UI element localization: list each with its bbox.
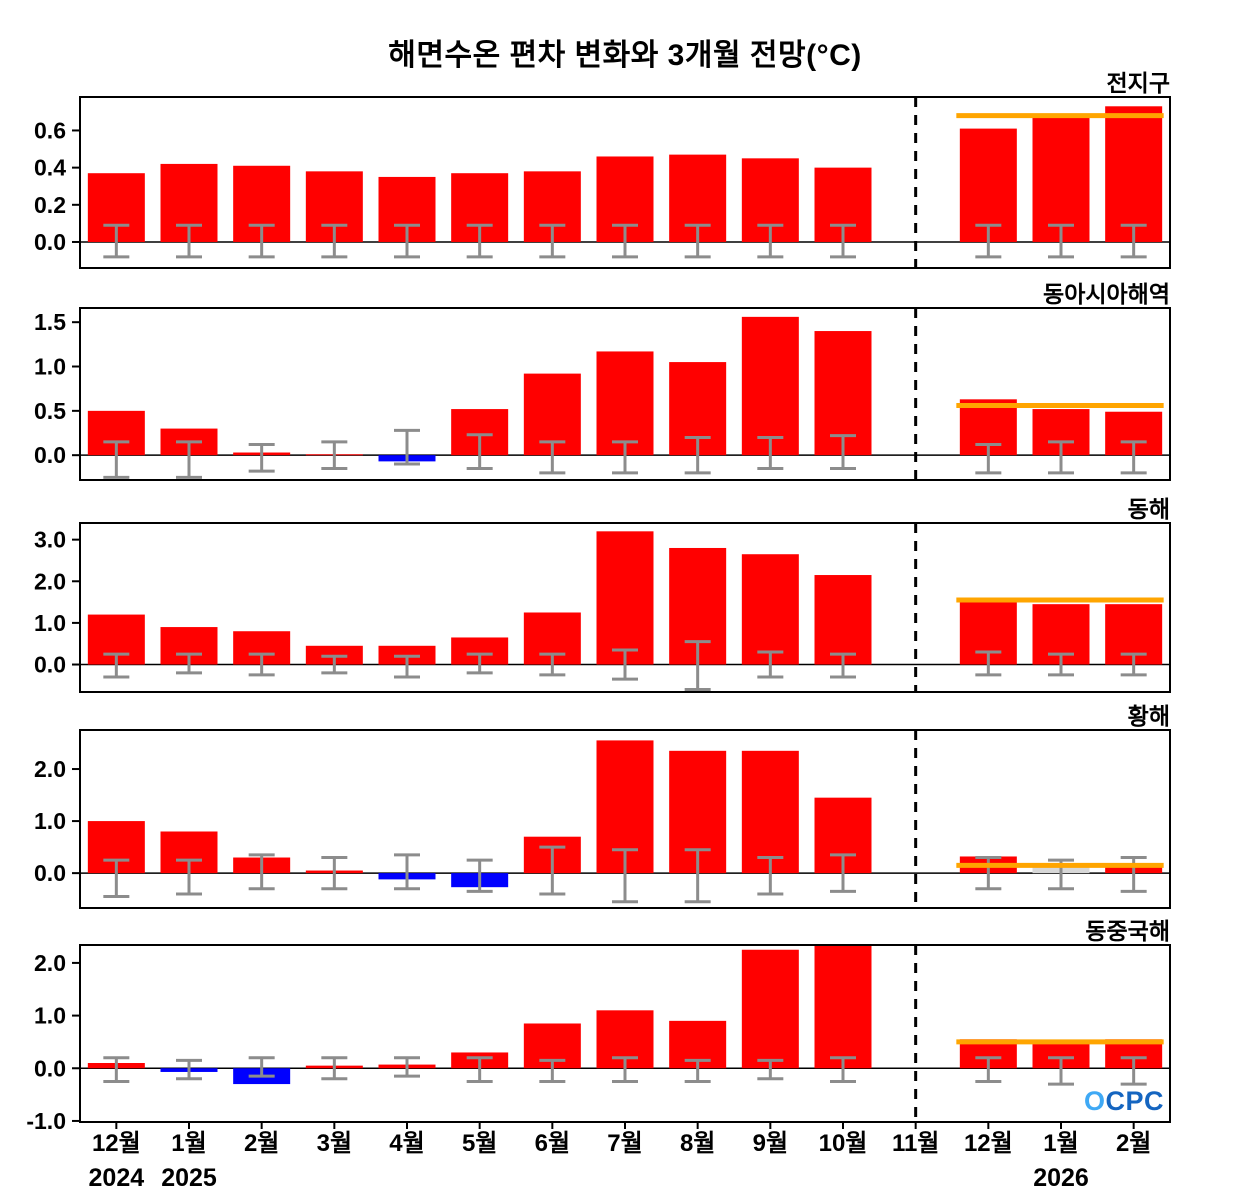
month-label: 6월 <box>535 1130 570 1157</box>
chart-title: 해면수온 편차 변화와 3개월 전망(°C) <box>388 39 862 72</box>
month-label: 7월 <box>607 1130 642 1157</box>
month-label: 2월 <box>1116 1130 1151 1157</box>
panel-border <box>79 522 1171 693</box>
y-tick-label: 2.0 <box>34 950 66 976</box>
y-tick-label: 0.0 <box>34 229 66 255</box>
panel-label-east-china-sea: 동중국해 <box>1085 918 1170 944</box>
y-tick-label: 0.0 <box>34 652 66 678</box>
y-tick-label: 2.0 <box>34 568 66 594</box>
y-tick-label: 0.2 <box>34 192 66 218</box>
bar <box>596 351 654 456</box>
month-label: 4월 <box>389 1130 424 1157</box>
bar <box>741 750 799 874</box>
y-tick-label: 0.5 <box>34 398 66 424</box>
y-tick-label: 0.0 <box>34 860 66 886</box>
bar <box>741 554 799 665</box>
bar <box>1105 106 1163 242</box>
month-label: 10월 <box>819 1130 868 1157</box>
bar <box>741 949 799 1069</box>
month-label: 12월 <box>92 1130 141 1157</box>
month-label: 12월 <box>964 1130 1013 1157</box>
month-label: 2월 <box>244 1130 279 1157</box>
y-tick-label: 1.0 <box>34 354 66 380</box>
ocpc-logo-o: O <box>1084 1086 1106 1116</box>
month-label: 1월 <box>1043 1130 1078 1157</box>
bar <box>814 575 872 665</box>
bar <box>814 945 872 1069</box>
panel-label-east-asia-seas: 동아시아해역 <box>1043 281 1170 307</box>
y-tick-label: 3.0 <box>34 527 66 553</box>
y-tick-label: 0.4 <box>34 155 66 181</box>
panel-border <box>79 307 1171 481</box>
y-tick-label: -1.0 <box>26 1108 66 1134</box>
panel-label-global: 전지구 <box>1106 70 1170 96</box>
bar <box>741 316 799 456</box>
month-label: 11월 <box>892 1130 939 1157</box>
panel-label-yellow-sea: 황해 <box>1127 703 1170 729</box>
y-tick-label: 1.0 <box>34 610 66 636</box>
y-tick-label: 0.0 <box>34 1055 66 1081</box>
y-tick-label: 0.6 <box>34 117 66 143</box>
bar <box>596 531 654 665</box>
panel-border <box>79 96 1171 269</box>
y-tick-label: 0.0 <box>34 442 66 468</box>
y-tick-label: 1.0 <box>34 808 66 834</box>
month-label: 5월 <box>462 1130 497 1157</box>
bar <box>1032 117 1090 242</box>
y-tick-label: 1.0 <box>34 1003 66 1029</box>
month-label: 3월 <box>317 1130 352 1157</box>
ocpc-logo-text: CPC <box>1105 1086 1165 1116</box>
panel-border <box>79 729 1171 909</box>
year-label: 2024 <box>89 1164 145 1192</box>
bar <box>959 128 1017 242</box>
year-label: 2026 <box>1033 1164 1089 1192</box>
panel-label-east-sea: 동해 <box>1127 496 1170 522</box>
y-tick-label: 1.5 <box>34 309 66 335</box>
month-label: 8월 <box>680 1130 715 1157</box>
month-label: 1월 <box>171 1130 206 1157</box>
ocpc-logo: OCPC <box>1084 1086 1164 1117</box>
year-label: 2025 <box>161 1164 217 1192</box>
y-tick-label: 2.0 <box>34 756 66 782</box>
month-label: 9월 <box>753 1130 788 1157</box>
